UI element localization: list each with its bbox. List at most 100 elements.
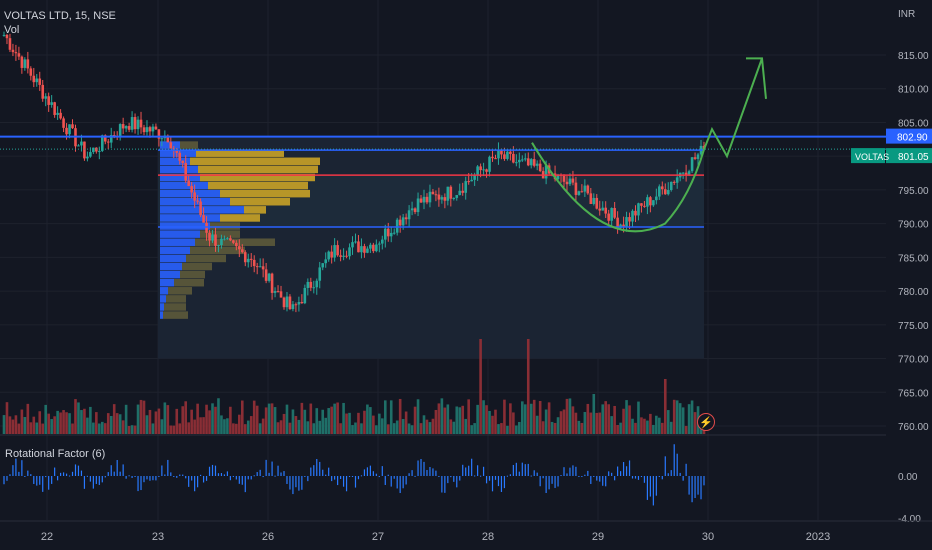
- indicator-bar: [143, 476, 145, 483]
- profile-row-buy: [160, 278, 174, 287]
- candle-body: [398, 219, 402, 226]
- candle-body: [529, 159, 533, 166]
- volume-bar: [443, 407, 447, 434]
- candle-body: [523, 158, 527, 160]
- candle-body: [431, 191, 435, 195]
- candle-body: [354, 241, 357, 243]
- candle-body: [687, 171, 691, 175]
- volume-bar: [121, 420, 125, 434]
- indicator-bar: [497, 476, 500, 487]
- candle-body: [300, 302, 304, 304]
- indicator-bar: [384, 476, 386, 485]
- volume-bar: [583, 412, 587, 434]
- indicator-bar: [530, 475, 532, 477]
- indicator-bar: [581, 476, 583, 477]
- candle-body: [229, 238, 232, 241]
- indicator-bar: [381, 466, 383, 476]
- candle-body: [419, 198, 423, 203]
- cup-pattern-curve[interactable]: [531, 142, 705, 233]
- projection-arrow[interactable]: [703, 57, 767, 159]
- indicator-bar: [36, 476, 38, 486]
- indicator-bar: [188, 476, 190, 487]
- volume-bar: [339, 423, 342, 434]
- volume-bar: [562, 409, 566, 434]
- indicator-bar: [622, 462, 625, 476]
- profile-row-sell: [196, 149, 284, 157]
- volume-bar: [646, 420, 649, 434]
- volume-bar: [690, 400, 694, 434]
- volume-bar: [154, 411, 158, 434]
- lightning-icon[interactable]: ⚡: [697, 413, 715, 431]
- candle-body: [395, 219, 399, 233]
- profile-row-sell: [163, 311, 188, 319]
- candle-body: [208, 232, 211, 241]
- volume-bar: [559, 411, 563, 434]
- profile-row-buy: [160, 295, 166, 303]
- volume-profile: [158, 135, 704, 359]
- volume-bar: [226, 418, 229, 434]
- indicator-bar: [363, 469, 366, 476]
- volume-label[interactable]: Vol: [4, 24, 20, 36]
- volume-bar: [357, 412, 360, 434]
- volume-bar: [601, 404, 605, 434]
- candle-body: [157, 129, 161, 139]
- indicator-bar: [110, 465, 112, 476]
- volume-bar: [291, 409, 295, 434]
- profile-row-buy: [160, 254, 186, 263]
- candle-body: [663, 189, 667, 195]
- profile-row-sell: [244, 206, 266, 214]
- volume-bar: [577, 420, 581, 434]
- volume-bar: [264, 407, 268, 434]
- horizontal-levels[interactable]: [0, 135, 886, 228]
- volume-bar: [607, 404, 610, 434]
- symbol-title[interactable]: VOLTAS LTD, 15, NSE: [4, 10, 116, 22]
- volume-bar: [139, 399, 143, 434]
- volume-bar: [172, 425, 176, 434]
- candle-body: [71, 124, 74, 129]
- volume-bar: [401, 419, 405, 434]
- indicator-bar: [319, 461, 321, 476]
- indicator-bar: [527, 463, 529, 476]
- profile-row-sell: [200, 230, 240, 238]
- indicator-bar: [563, 467, 565, 476]
- indicator-bar: [48, 476, 50, 490]
- candle-body: [23, 59, 27, 68]
- volume-bar: [363, 410, 366, 434]
- indicator-bar: [605, 476, 607, 487]
- indicator-bar: [441, 476, 443, 493]
- candle-body: [604, 207, 608, 214]
- indicator-bar: [402, 476, 404, 489]
- indicator-bar: [494, 476, 497, 480]
- candle-body: [696, 154, 700, 159]
- volume-bar: [211, 403, 214, 434]
- volume-bar: [109, 415, 113, 434]
- indicator-bar: [337, 476, 339, 486]
- volume-bar: [586, 403, 590, 434]
- candlesticks: [2, 31, 706, 313]
- candle-body: [339, 255, 342, 257]
- candle-body: [681, 172, 685, 174]
- volume-bar: [157, 408, 161, 434]
- volume-bar: [214, 406, 217, 434]
- volume-bar: [59, 412, 62, 434]
- candle-body: [467, 181, 470, 183]
- volume-bar: [249, 416, 253, 434]
- indicator-bar: [155, 476, 157, 481]
- time-tick: 23: [152, 531, 164, 543]
- indicator-title[interactable]: Rotational Factor (6): [5, 448, 106, 460]
- time-axis[interactable]: 22 23 26 27 28 29 30 2023: [0, 520, 932, 543]
- candle-body: [47, 96, 50, 105]
- indicator-bar: [98, 476, 100, 485]
- candle-body: [235, 242, 238, 247]
- indicator-bar: [339, 476, 342, 480]
- price-axis[interactable]: 815.00810.00805.00800.00795.00790.00785.…: [851, 51, 932, 525]
- volume-bar: [649, 413, 652, 434]
- volume-bar: [497, 424, 500, 434]
- candle-body: [65, 127, 68, 135]
- profile-row-buy: [160, 270, 180, 279]
- volume-bar: [118, 414, 122, 434]
- volume-bar: [613, 405, 616, 434]
- candle-body: [544, 165, 548, 179]
- symbol-tag-bg: [851, 148, 885, 164]
